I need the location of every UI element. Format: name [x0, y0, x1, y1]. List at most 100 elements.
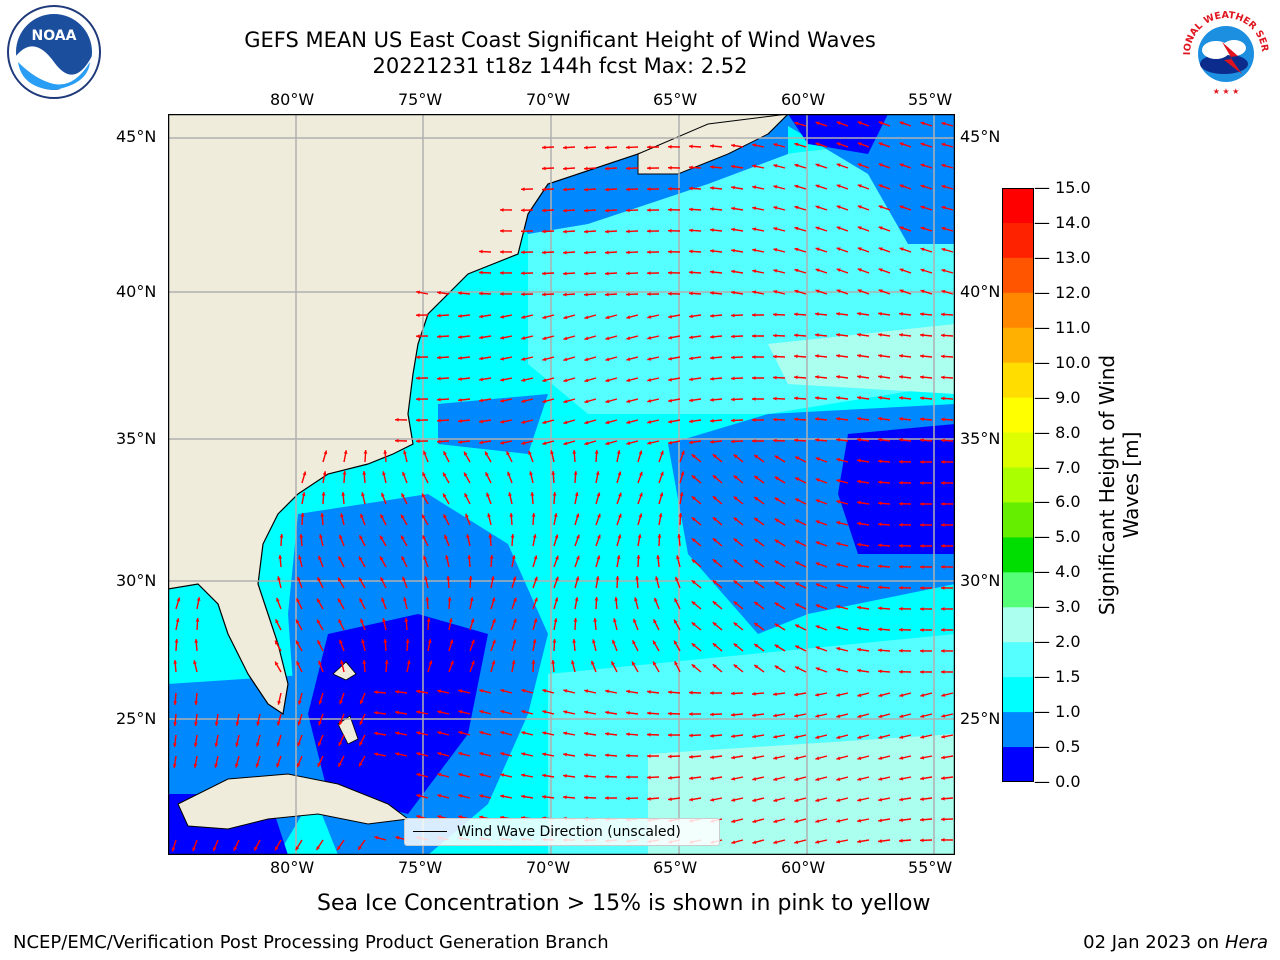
- wind-wave-arrow-head: [857, 626, 861, 631]
- colorbar-segment: [1002, 257, 1034, 294]
- wind-wave-arrow-head: [605, 796, 609, 800]
- wind-wave-arrow-head: [794, 819, 799, 824]
- wind-wave-arrow-head: [689, 228, 693, 233]
- wind-wave-arrow-head: [733, 601, 738, 606]
- wind-wave-arrow-head: [626, 187, 630, 192]
- wind-wave-arrow-head: [235, 742, 240, 747]
- wind-wave-arrow-head: [296, 598, 300, 603]
- wind-wave-arrow-head: [338, 619, 342, 624]
- wind-wave-arrow-head: [731, 712, 735, 717]
- wind-wave-arrow-head: [774, 644, 779, 649]
- wind-wave-arrow-head: [597, 513, 601, 518]
- wind-wave-arrow-head: [878, 564, 882, 569]
- wind-wave-arrow-head: [448, 618, 453, 623]
- wind-wave-arrow-head: [795, 582, 800, 586]
- wind-wave-arrow-head: [899, 606, 903, 611]
- wind-wave-arrow-head: [605, 208, 609, 213]
- colorbar-tick-label: — 3.0: [1034, 597, 1081, 617]
- wind-wave-arrow-head: [479, 709, 484, 714]
- wind-wave-arrow-head: [464, 472, 468, 477]
- wind-wave-arrow-head: [626, 357, 631, 361]
- wind-wave-arrow-head: [416, 439, 420, 444]
- wind-wave-arrow-head: [542, 688, 547, 693]
- wind-wave-arrow-head: [857, 458, 861, 463]
- wind-wave-arrow-head: [395, 689, 399, 694]
- wind-wave-arrow-head: [479, 249, 483, 254]
- wind-wave-arrow-head: [584, 710, 589, 715]
- wind-wave-arrow-head: [899, 289, 904, 294]
- wind-wave-arrow-head: [384, 660, 389, 664]
- wind-wave-arrow-head: [552, 639, 557, 643]
- legend-line-swatch: [413, 831, 447, 832]
- wind-wave-arrow-head: [899, 354, 903, 358]
- wind-wave-arrow-head: [318, 721, 322, 726]
- wind-wave-arrow-head: [710, 691, 714, 695]
- wind-wave-arrow-head: [193, 660, 197, 665]
- wind-wave-arrow-head: [857, 163, 862, 167]
- wind-wave-arrow-head: [731, 334, 735, 339]
- wind-wave-arrow-head: [383, 639, 388, 643]
- wind-wave-arrow-head: [941, 438, 945, 443]
- wind-wave-arrow-head: [794, 840, 799, 844]
- wind-wave-arrow-head: [920, 565, 924, 569]
- wind-wave-arrow-head: [773, 248, 778, 252]
- wind-wave-arrow-head: [626, 145, 630, 150]
- wind-wave-arrow-head: [689, 398, 693, 403]
- wind-wave-arrow-head: [339, 639, 343, 644]
- wind-wave-arrow-head: [752, 713, 756, 718]
- wind-wave-arrow-head: [668, 207, 672, 212]
- wind-wave-arrow-head: [795, 540, 800, 544]
- wind-wave-arrow-head: [920, 226, 925, 231]
- wind-wave-arrow-head: [500, 730, 505, 735]
- wind-wave-arrow-head: [920, 523, 924, 527]
- wind-wave-arrow-head: [551, 660, 556, 664]
- wind-wave-arrow-head: [616, 450, 621, 455]
- wind-wave-arrow-head: [374, 752, 379, 757]
- wind-wave-arrow-head: [899, 648, 903, 653]
- wind-wave-arrow-head: [773, 713, 777, 718]
- wind-wave-arrow-head: [437, 689, 442, 694]
- wind-wave-arrow-head: [710, 376, 714, 381]
- wind-wave-arrow-head: [773, 354, 777, 359]
- wind-wave-arrow-head: [380, 514, 384, 519]
- wind-wave-arrow-head: [920, 460, 924, 464]
- wind-wave-arrow-head: [416, 814, 421, 819]
- wind-wave-arrow-head: [691, 517, 696, 522]
- wind-wave-arrow-head: [878, 522, 882, 527]
- wind-wave-arrow-head: [626, 292, 630, 297]
- wind-wave-arrow-head: [584, 292, 588, 297]
- wind-wave-arrow-head: [941, 289, 946, 294]
- wind-wave-arrow-head: [668, 144, 672, 149]
- wind-wave-arrow-head: [500, 773, 505, 777]
- wind-wave-arrow-head: [689, 776, 693, 781]
- wind-wave-arrow-head: [941, 354, 945, 359]
- wind-wave-arrow-head: [878, 735, 883, 740]
- wind-wave-arrow-head: [584, 731, 588, 736]
- wind-wave-arrow-head: [733, 517, 738, 522]
- wind-wave-arrow-head: [618, 492, 622, 497]
- wind-wave-arrow-head: [836, 756, 841, 761]
- wind-wave-arrow-head: [794, 692, 798, 697]
- wind-wave-arrow-head: [542, 420, 547, 425]
- wind-wave-arrow-head: [626, 420, 631, 424]
- wind-wave-arrow-head: [416, 397, 420, 402]
- wind-wave-arrow-head: [342, 471, 347, 475]
- wind-wave-arrow-head: [361, 492, 365, 497]
- wind-wave-arrow-head: [941, 163, 946, 168]
- wind-wave-arrow-head: [794, 777, 799, 782]
- wind-wave-arrow-head: [422, 514, 426, 519]
- wind-wave-arrow-head: [679, 492, 684, 497]
- wind-wave-arrow-head: [437, 772, 442, 777]
- wind-wave-arrow-head: [689, 314, 693, 319]
- wind-wave-arrow-head: [437, 334, 441, 339]
- wind-wave-arrow-head: [920, 481, 924, 485]
- wind-wave-arrow-head: [815, 226, 820, 231]
- wind-wave-arrow-head: [836, 437, 840, 442]
- wind-wave-arrow-head: [521, 752, 526, 756]
- wind-wave-arrow-head: [815, 121, 820, 126]
- wind-wave-arrow-head: [467, 555, 472, 559]
- footer-host: Hera: [1224, 932, 1268, 953]
- wind-wave-arrow-head: [752, 269, 757, 274]
- wind-wave-arrow-head: [878, 374, 882, 379]
- wind-wave-arrow-head: [605, 357, 610, 362]
